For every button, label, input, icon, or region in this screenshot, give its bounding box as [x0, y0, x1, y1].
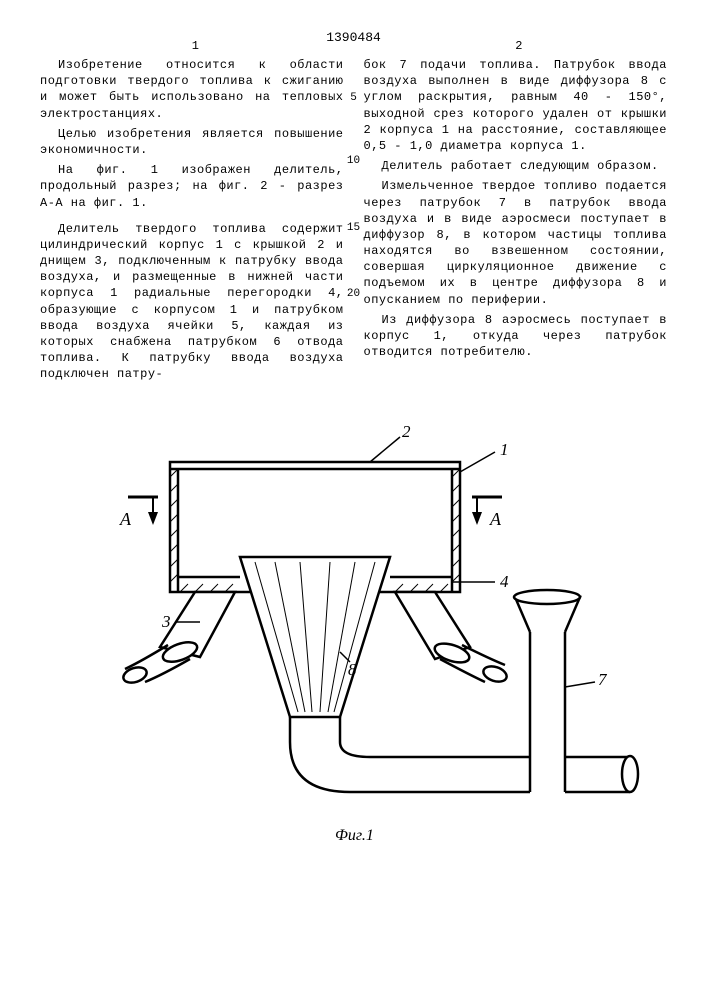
figure-caption: Фиг.1 — [335, 827, 374, 845]
label-7: 7 — [598, 670, 608, 689]
figure-1: A A 2 1 4 3 8 7 Фиг.1 — [40, 407, 667, 887]
label-2: 2 — [402, 422, 411, 441]
column-left: 1 Изобретение относится к области подгот… — [40, 57, 344, 387]
col1-number: 1 — [192, 39, 199, 53]
figure-svg: A A 2 1 4 3 8 7 — [40, 407, 667, 887]
column-right: 2 бок 7 подачи топлива. Патрубок ввода в… — [364, 57, 668, 387]
label-A-right: A — [489, 509, 502, 529]
line-marker-5: 5 — [344, 92, 364, 104]
col2-p4: Из диффузора 8 аэросмесь поступает в кор… — [364, 312, 668, 361]
col1-p2: Целью изобретения является повышение эко… — [40, 126, 344, 158]
label-8: 8 — [348, 660, 357, 679]
col2-number: 2 — [515, 39, 522, 53]
col1-p1: Изобретение относится к области подготов… — [40, 57, 344, 122]
label-4: 4 — [500, 572, 509, 591]
col1-p4: Делитель твердого топлива содержит цилин… — [40, 221, 344, 383]
label-A-left: A — [119, 509, 132, 529]
document-number: 1390484 — [40, 30, 667, 45]
label-1: 1 — [500, 440, 509, 459]
line-marker-15: 15 — [344, 222, 364, 234]
line-marker-20: 20 — [344, 288, 364, 300]
line-marker-10: 10 — [344, 155, 364, 167]
label-3: 3 — [161, 612, 171, 631]
col1-p3: На фиг. 1 изображен делитель, продольный… — [40, 162, 344, 211]
col2-p1: бок 7 подачи топлива. Патрубок ввода воз… — [364, 57, 668, 154]
col2-p3: Измельченное твердое топливо подается че… — [364, 178, 668, 308]
col2-p2: Делитель работает следующим образом. — [364, 158, 668, 174]
